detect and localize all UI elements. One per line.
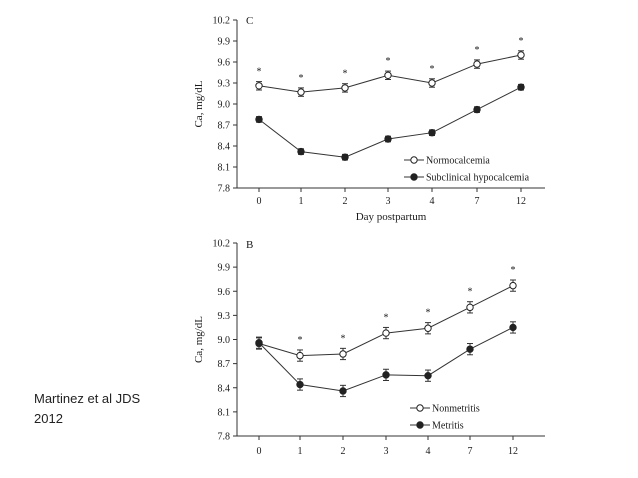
data-point-filled: [466, 345, 474, 353]
y-tick-label: 9.3: [218, 311, 231, 322]
y-tick-label: 9.6: [218, 287, 231, 298]
significance-star: *: [257, 67, 262, 78]
x-tick-label: 2: [343, 196, 348, 207]
data-point-open: [428, 79, 436, 87]
legend-label: Normocalcemia: [426, 156, 490, 167]
data-point-open: [255, 82, 263, 90]
data-point-open: [509, 281, 517, 290]
data-point-filled: [509, 323, 517, 332]
legend-marker-filled: [416, 421, 424, 429]
panel-c: C 10.2 9.9 9.6 9.3 9.0 8.7 8.4 8.1 7.8 Ca, mg/dL 0 1…: [193, 15, 545, 223]
significance-star: *: [430, 64, 435, 75]
significance-star: *: [468, 287, 473, 298]
significance-star: *: [426, 308, 431, 319]
y-axis-label: Ca, mg/dL: [193, 80, 205, 127]
x-tick-label: 12: [508, 446, 518, 457]
y-tick-label: 9.9: [218, 37, 231, 48]
significance-star: *: [386, 56, 391, 67]
citation-caption: Martinez et al JDS 2012: [34, 389, 164, 429]
y-tick-label: 9.6: [218, 58, 231, 69]
x-tick-label: 3: [384, 446, 389, 457]
x-tick-label: 1: [298, 446, 303, 457]
data-point-open: [297, 88, 305, 96]
data-point-filled: [473, 105, 481, 114]
y-tick-label: 9.0: [218, 335, 231, 346]
x-tick-label: 4: [430, 196, 435, 207]
y-tick-label: 7.8: [218, 432, 231, 443]
data-point-filled: [382, 371, 390, 379]
significance-star: *: [341, 333, 346, 344]
data-point-filled: [517, 83, 525, 91]
data-point-filled: [297, 147, 305, 156]
data-point-filled: [341, 153, 349, 161]
y-tick-label: 8.4: [218, 383, 231, 394]
data-point-open: [296, 351, 304, 360]
citation-line-2: 2012: [34, 411, 63, 426]
data-point-open: [473, 60, 481, 68]
legend-marker-filled: [410, 173, 418, 181]
x-tick-label: 0: [257, 196, 262, 207]
data-point-filled: [296, 380, 304, 389]
y-tick-label: 8.7: [218, 359, 231, 370]
data-point-open: [341, 84, 349, 92]
y-tick-label: 9.0: [218, 100, 231, 111]
y-axis-label: Ca, mg/dL: [193, 316, 205, 363]
significance-star: *: [475, 45, 480, 56]
x-tick-label: 7: [475, 196, 480, 207]
data-point-open: [339, 350, 347, 358]
y-tick-label: 7.8: [218, 184, 231, 195]
x-axis-label: Day postpartum: [356, 211, 427, 223]
panel-label: B: [246, 239, 253, 251]
data-point-open: [517, 51, 525, 59]
y-tick-label: 8.1: [218, 163, 231, 174]
data-point-open: [384, 71, 392, 80]
data-point-open: [424, 324, 432, 332]
y-tick-label: 9.3: [218, 79, 231, 90]
series-line: [258, 86, 522, 158]
significance-star: *: [519, 36, 524, 47]
legend-label: Subclinical hypocalcemia: [426, 173, 530, 184]
x-tick-label: 0: [257, 446, 262, 457]
x-tick-label: 3: [386, 196, 391, 207]
legend-marker-open: [416, 404, 424, 412]
y-tick-label: 10.2: [213, 239, 231, 250]
legend-label: Nonmetritis: [432, 404, 480, 415]
y-tick-label: 10.2: [213, 16, 231, 27]
significance-star: *: [384, 312, 389, 323]
data-point-filled: [255, 115, 263, 124]
citation-line-1: Martinez et al JDS: [34, 391, 141, 406]
significance-star: *: [299, 73, 304, 84]
legend-marker-open: [410, 156, 418, 164]
data-point-filled: [384, 135, 392, 143]
data-point-open: [466, 303, 474, 312]
x-tick-label: 12: [516, 196, 526, 207]
y-tick-label: 9.9: [218, 263, 231, 274]
y-tick-label: 8.4: [218, 142, 231, 153]
data-point-filled: [255, 339, 263, 347]
data-point-filled: [339, 387, 347, 395]
data-point-filled: [424, 371, 432, 380]
legend-label: Metritis: [432, 421, 464, 432]
x-tick-label: 7: [468, 446, 473, 457]
x-tick-label: 4: [426, 446, 431, 457]
significance-star: *: [343, 69, 348, 80]
data-point-filled: [428, 129, 436, 137]
panel-b: B 10.2 9.9 9.6 9.3 9.0 8.7 8.4 8.1 7.8 Ca, mg/dL 0 1…: [193, 239, 545, 457]
data-point-open: [382, 329, 390, 337]
panel-label: C: [246, 15, 253, 27]
y-tick-label: 8.1: [218, 407, 231, 418]
significance-star: *: [511, 265, 516, 276]
significance-star: *: [298, 335, 303, 346]
x-tick-label: 1: [299, 196, 304, 207]
x-tick-label: 2: [341, 446, 346, 457]
y-tick-label: 8.7: [218, 121, 231, 132]
